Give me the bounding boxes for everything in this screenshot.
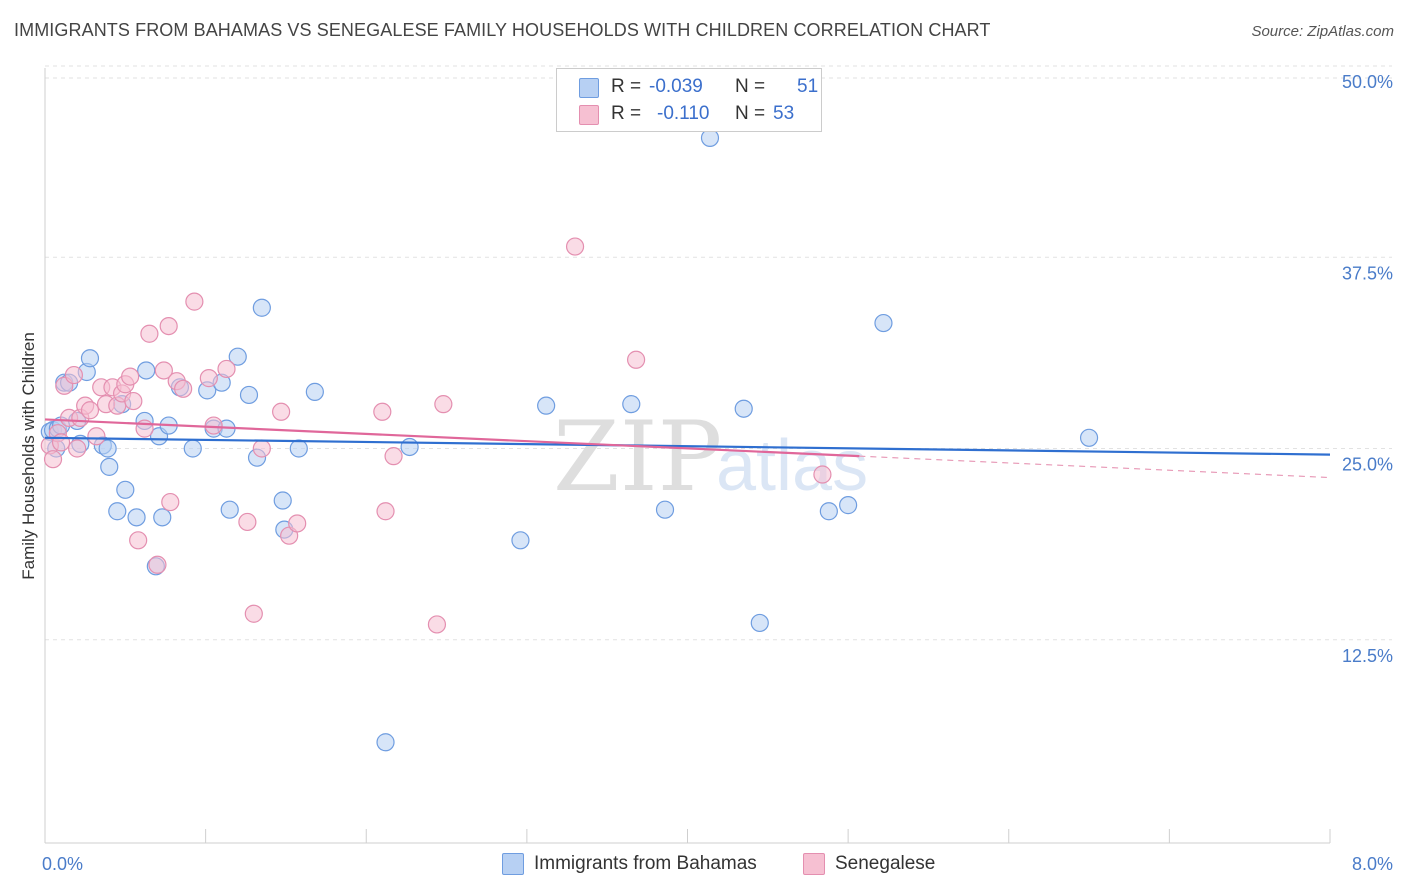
y-tick-label: 12.5%: [1342, 646, 1393, 666]
data-point: [153, 508, 172, 527]
data-point: [100, 457, 119, 476]
trend-line-senegalese-extension: [859, 455, 1331, 479]
data-point: [434, 395, 453, 414]
chart-title: IMMIGRANTS FROM BAHAMAS VS SENEGALESE FA…: [14, 20, 991, 40]
x-tick-label: 8.0%: [1352, 854, 1393, 874]
data-point: [183, 439, 202, 458]
y-tick-label: 37.5%: [1342, 263, 1393, 283]
data-point: [148, 555, 167, 574]
data-point: [427, 615, 447, 634]
data-point: [839, 496, 858, 515]
trend-line-senegalese: [44, 418, 860, 458]
data-point: [228, 347, 247, 366]
watermark-atlas: atlas: [716, 426, 868, 506]
bottom-legend-bahamas: Immigrants from Bahamas: [502, 852, 782, 878]
legend-n-value: 51: [797, 76, 819, 97]
y-tick-labels: 12.5% 25.0% 37.5% 50.0%: [1342, 72, 1393, 666]
data-point: [565, 237, 585, 256]
legend-r-value: -0.039: [649, 76, 703, 97]
data-point: [108, 502, 127, 521]
data-point: [373, 402, 392, 421]
data-point: [204, 416, 223, 435]
legend-swatch-blue: [579, 78, 599, 98]
data-point: [124, 391, 143, 411]
data-point: [116, 480, 135, 499]
bottom-legend-senegalese: Senegalese: [803, 852, 953, 878]
data-point: [199, 369, 218, 388]
data-point: [400, 437, 419, 457]
data-point: [273, 491, 292, 510]
data-point: [68, 439, 87, 458]
data-point: [272, 402, 291, 421]
data-point: [252, 298, 271, 317]
data-point: [185, 292, 204, 311]
legend-swatch-pink: [579, 105, 599, 125]
data-point: [813, 465, 832, 484]
data-point: [174, 379, 193, 398]
data-point: [655, 500, 675, 519]
data-point: [217, 359, 236, 379]
bottom-legend-label: Senegalese: [835, 853, 936, 874]
data-point: [819, 502, 838, 521]
data-point: [376, 733, 395, 752]
trend-line-bahamas: [44, 436, 1331, 456]
data-point: [376, 502, 395, 521]
bottom-legend-label: Immigrants from Bahamas: [534, 853, 757, 874]
x-tick-labels: 0.0% 8.0%: [42, 854, 1393, 874]
data-point: [220, 500, 239, 519]
data-point: [750, 613, 769, 633]
legend-r-label: R =: [611, 103, 642, 124]
data-point: [384, 447, 403, 466]
data-point: [734, 399, 753, 418]
data-point: [121, 367, 140, 386]
data-point: [98, 439, 117, 458]
data-point: [64, 365, 84, 385]
data-point: [43, 450, 63, 469]
data-point: [159, 317, 178, 336]
data-point: [537, 396, 556, 415]
data-point: [129, 531, 148, 550]
x-tick-label: 0.0%: [42, 854, 83, 874]
data-point: [87, 427, 106, 446]
gridlines: [45, 65, 1392, 641]
correlation-legend: R = -0.039 N = 51 R = -0.110 N = 53: [556, 68, 822, 132]
data-point: [289, 439, 308, 458]
data-point: [622, 395, 641, 414]
data-point: [137, 361, 156, 380]
data-point: [626, 350, 646, 369]
data-point: [252, 439, 271, 458]
legend-n-label: N =: [735, 76, 766, 97]
legend-r-label: R =: [611, 76, 642, 97]
data-point: [80, 401, 100, 420]
data-point: [51, 433, 71, 452]
source-label: Source: ZipAtlas.com: [1251, 23, 1394, 40]
data-point: [1079, 428, 1099, 447]
data-point: [154, 361, 173, 380]
legend-r-value: -0.110: [657, 103, 710, 124]
legend-n-value: 53: [773, 103, 795, 124]
y-tick-label: 25.0%: [1342, 455, 1393, 475]
data-point: [874, 313, 893, 333]
data-point: [288, 514, 307, 533]
y-axis-label: Family Households with Children: [19, 332, 38, 580]
data-point: [305, 382, 324, 401]
legend-n-label: N =: [735, 103, 766, 124]
data-point: [161, 492, 180, 512]
data-point: [511, 531, 530, 550]
watermark-zip: ZIP: [553, 401, 722, 513]
data-point: [238, 512, 257, 532]
bottom-legend-swatch-blue: [502, 853, 524, 875]
y-tick-label: 50.0%: [1342, 72, 1393, 92]
data-point: [80, 349, 100, 368]
data-point: [127, 508, 146, 527]
data-point: [244, 604, 263, 623]
data-point: [239, 385, 259, 405]
bottom-legend-swatch-pink: [803, 853, 825, 875]
trend-lines: [44, 418, 1331, 479]
data-point: [140, 324, 159, 343]
